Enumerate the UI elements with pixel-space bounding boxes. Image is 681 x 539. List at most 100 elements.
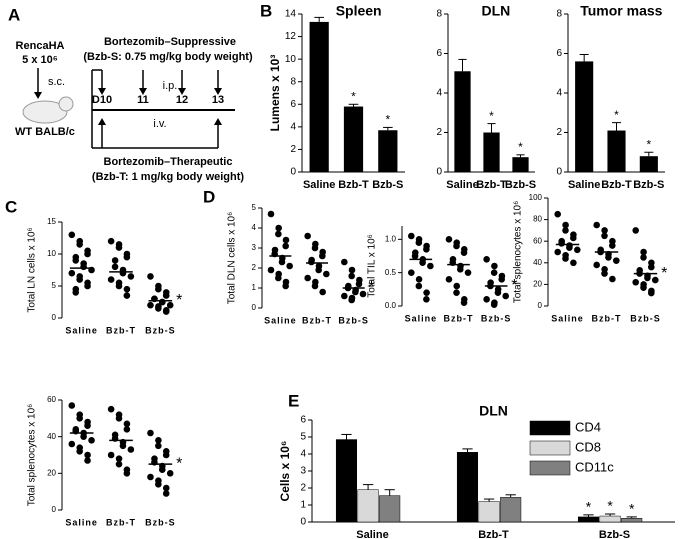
data-point (107, 405, 115, 413)
panel-label: B (260, 1, 272, 20)
bar (500, 497, 522, 523)
bar (575, 61, 594, 172)
y-tick-label: 6 (290, 99, 296, 110)
x-tick-label: Saline (405, 313, 438, 323)
legend-swatch (529, 460, 571, 476)
data-point (115, 244, 123, 251)
schedule-diagram: RencaHA 5 x 10⁶ s.c. WT BALB/c Bortezomi… (15, 36, 253, 183)
y-axis-label: Lumens x 10³ (268, 55, 282, 132)
y-tick-label: 0.5 (385, 268, 397, 277)
diagram-text: (Bzb-T: 1 mg/kg body weight) (92, 171, 244, 183)
x-tick-label: Bzb-T (476, 179, 507, 191)
y-tick-label: 100 (529, 193, 543, 202)
data-point (411, 252, 419, 260)
data-point (115, 282, 123, 290)
data-point (445, 236, 453, 243)
data-point (490, 269, 498, 276)
diagram-text: Bortezomib–Therapeutic (104, 156, 233, 168)
chart-title: Tumor mass (580, 3, 662, 19)
x-tick-label: Saline (65, 517, 98, 527)
panel-label: C (5, 197, 17, 216)
y-tick-label: 8 (556, 9, 562, 20)
y-axis-label: Total splenocytes x 10⁶ (513, 201, 524, 304)
data-point (348, 266, 356, 274)
significance-marker: * (176, 455, 182, 472)
data-point (601, 270, 608, 277)
data-point (609, 275, 616, 283)
data-point (158, 466, 166, 473)
data-point (275, 274, 282, 282)
data-point (554, 248, 561, 256)
y-tick-label: 0 (52, 313, 57, 322)
data-point (562, 255, 569, 262)
bar (478, 501, 500, 523)
data-point (408, 269, 415, 276)
data-point (123, 253, 131, 261)
bar (379, 495, 401, 523)
data-point (147, 473, 154, 481)
data-point (648, 263, 655, 271)
data-point (119, 269, 127, 277)
data-point (632, 278, 639, 286)
data-point (155, 437, 162, 444)
mouse-icon (58, 96, 74, 112)
data-point (566, 244, 573, 251)
data-point (460, 299, 468, 306)
data-point (88, 437, 95, 444)
data-point (123, 285, 131, 293)
x-tick-label: Bzb-T (338, 179, 369, 191)
chart-title: DLN (479, 403, 508, 419)
data-point (359, 290, 367, 298)
data-point (166, 301, 174, 309)
y-tick-label: 0 (556, 167, 562, 178)
data-point (147, 301, 154, 309)
x-tick-label: Saline (446, 179, 478, 191)
data-point (498, 276, 506, 283)
data-point (341, 258, 348, 266)
legend-label: CD8 (575, 439, 601, 454)
legend-label: CD4 (575, 419, 601, 434)
bar (621, 518, 643, 523)
data-point (652, 276, 659, 284)
data-point (72, 257, 80, 264)
y-tick-label: 6 (300, 415, 306, 426)
data-point (162, 308, 170, 315)
bar (599, 515, 621, 523)
significance-marker: * (176, 292, 182, 309)
bar (309, 21, 329, 173)
data-point (278, 258, 286, 266)
data-point (84, 451, 91, 459)
data-point (423, 289, 430, 296)
data-point (341, 292, 348, 300)
data-point (490, 301, 498, 308)
y-tick-label: 80 (533, 215, 542, 224)
data-point (319, 252, 326, 260)
data-point (423, 296, 430, 303)
bar (357, 489, 379, 523)
data-point (147, 429, 154, 437)
y-tick-label: 1.0 (385, 234, 397, 243)
significance-marker: * (607, 498, 613, 514)
data-point (348, 296, 355, 304)
y-tick-label: 2 (556, 127, 562, 138)
data-point (115, 415, 123, 422)
bar (639, 156, 658, 172)
data-point (84, 422, 91, 429)
data-point (609, 242, 616, 249)
y-tick-label: 4 (290, 121, 296, 132)
mouse-icon (22, 100, 68, 124)
data-point (570, 259, 577, 267)
data-point (127, 446, 135, 453)
bar (456, 452, 479, 523)
data-point (84, 250, 91, 258)
data-point (640, 284, 647, 291)
day-label: 11 (137, 94, 149, 106)
chart-title: DLN (481, 3, 510, 19)
data-point (427, 262, 434, 270)
panel-label: E (288, 391, 299, 410)
data-point (601, 232, 608, 240)
data-point (123, 426, 131, 433)
diagram-text: s.c. (48, 76, 65, 88)
data-point (162, 292, 170, 299)
